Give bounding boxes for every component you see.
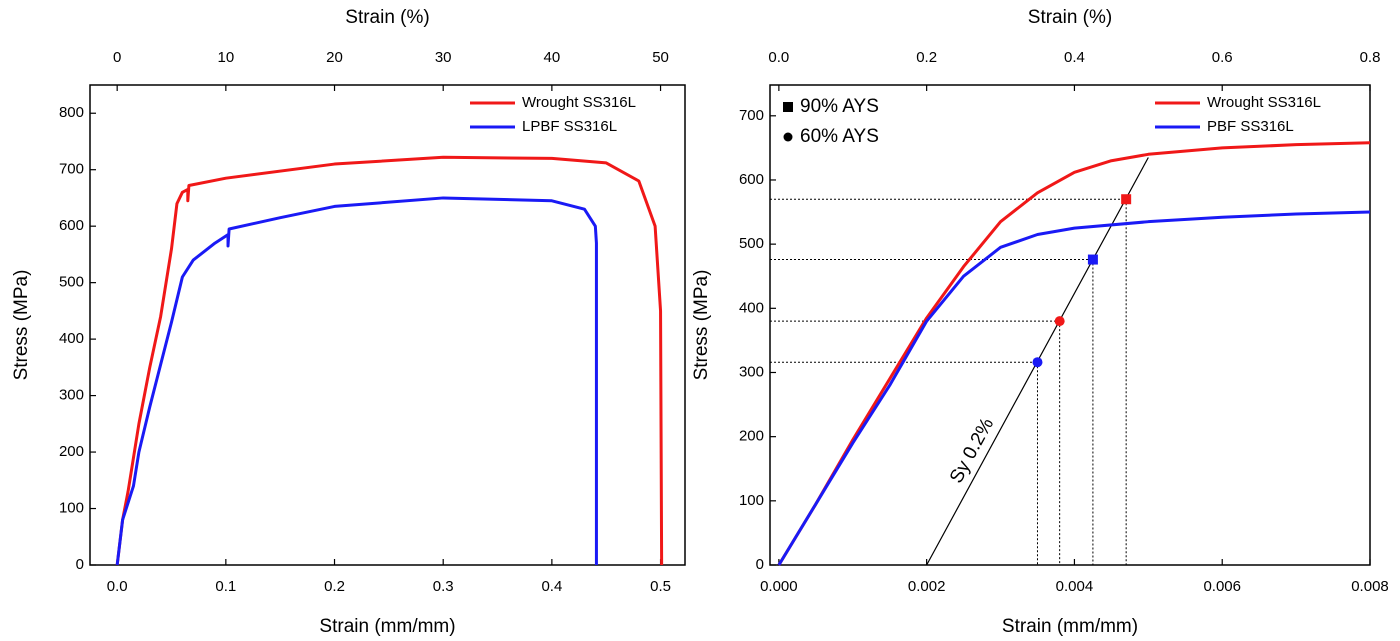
series-line [115, 196, 598, 566]
y-tick-label: 500 [739, 235, 764, 252]
x2-tick-label: 0.2 [916, 49, 937, 66]
marker [1121, 194, 1132, 205]
x2-tick-label: 30 [435, 49, 452, 66]
series-line [777, 210, 1371, 566]
marker [1087, 254, 1098, 265]
x-tick-label: 0.006 [1203, 578, 1241, 595]
x-tick-label: 0.000 [760, 578, 798, 595]
y-tick-label: 400 [739, 299, 764, 316]
y-tick-label: 700 [739, 107, 764, 124]
x2-tick-label: 0.4 [1064, 49, 1085, 66]
series-line [115, 155, 664, 566]
y-tick-label: 500 [59, 274, 84, 291]
y-tick-label: 800 [59, 104, 84, 121]
y-axis-label: Stress (MPa) [691, 270, 712, 381]
y-tick-label: 100 [59, 499, 84, 516]
y-tick-label: 200 [59, 443, 84, 460]
x-axis-label: Strain (mm/mm) [319, 616, 455, 637]
x2-tick-label: 10 [218, 49, 235, 66]
offset-line-label: Sy 0.2% [946, 415, 998, 487]
marker-legend-symbol [783, 102, 793, 112]
y-tick-label: 400 [59, 330, 84, 347]
legend-label: LPBF SS316L [522, 118, 617, 135]
marker [1032, 357, 1043, 368]
y-tick-label: 700 [59, 161, 84, 178]
y-tick-label: 200 [739, 428, 764, 445]
plot-frame [89, 84, 686, 566]
x2-axis-label: Strain (%) [345, 7, 429, 28]
y-axis-label: Stress (MPa) [11, 270, 32, 381]
legend-label: Wrought SS316L [522, 94, 636, 111]
y-tick-label: 300 [59, 387, 84, 404]
marker [1054, 316, 1065, 327]
y-tick-label: 600 [739, 171, 764, 188]
y-tick-label: 0 [756, 556, 764, 573]
y-tick-label: 0 [76, 556, 84, 573]
x-tick-label: 0.4 [541, 578, 562, 595]
x-tick-label: 0.004 [1056, 578, 1094, 595]
marker-legend-symbol [783, 132, 793, 142]
x-tick-label: 0.0 [107, 578, 128, 595]
x-tick-label: 0.002 [908, 578, 946, 595]
x-tick-label: 0.3 [433, 578, 454, 595]
x-tick-label: 0.008 [1351, 578, 1389, 595]
x2-tick-label: 50 [652, 49, 669, 66]
series-line [777, 141, 1371, 566]
x2-tick-label: 40 [544, 49, 561, 66]
x-tick-label: 0.2 [324, 578, 345, 595]
x2-tick-label: 20 [326, 49, 343, 66]
x2-tick-label: 0.0 [768, 49, 789, 66]
x2-tick-label: 0 [113, 49, 121, 66]
marker-legend-label: 60% AYS [800, 126, 879, 147]
x-tick-label: 0.5 [650, 578, 671, 595]
y-tick-label: 300 [739, 363, 764, 380]
x-axis-label: Strain (mm/mm) [1002, 616, 1138, 637]
x2-tick-label: 0.6 [1212, 49, 1233, 66]
x-tick-label: 0.1 [215, 578, 236, 595]
legend-label: Wrought SS316L [1207, 94, 1321, 111]
marker-legend-label: 90% AYS [800, 96, 879, 117]
x2-axis-label: Strain (%) [1028, 7, 1112, 28]
y-tick-label: 100 [739, 492, 764, 509]
y-tick-label: 600 [59, 217, 84, 234]
legend-label: PBF SS316L [1207, 118, 1294, 135]
plot-frame [769, 84, 1371, 566]
x2-tick-label: 0.8 [1360, 49, 1381, 66]
